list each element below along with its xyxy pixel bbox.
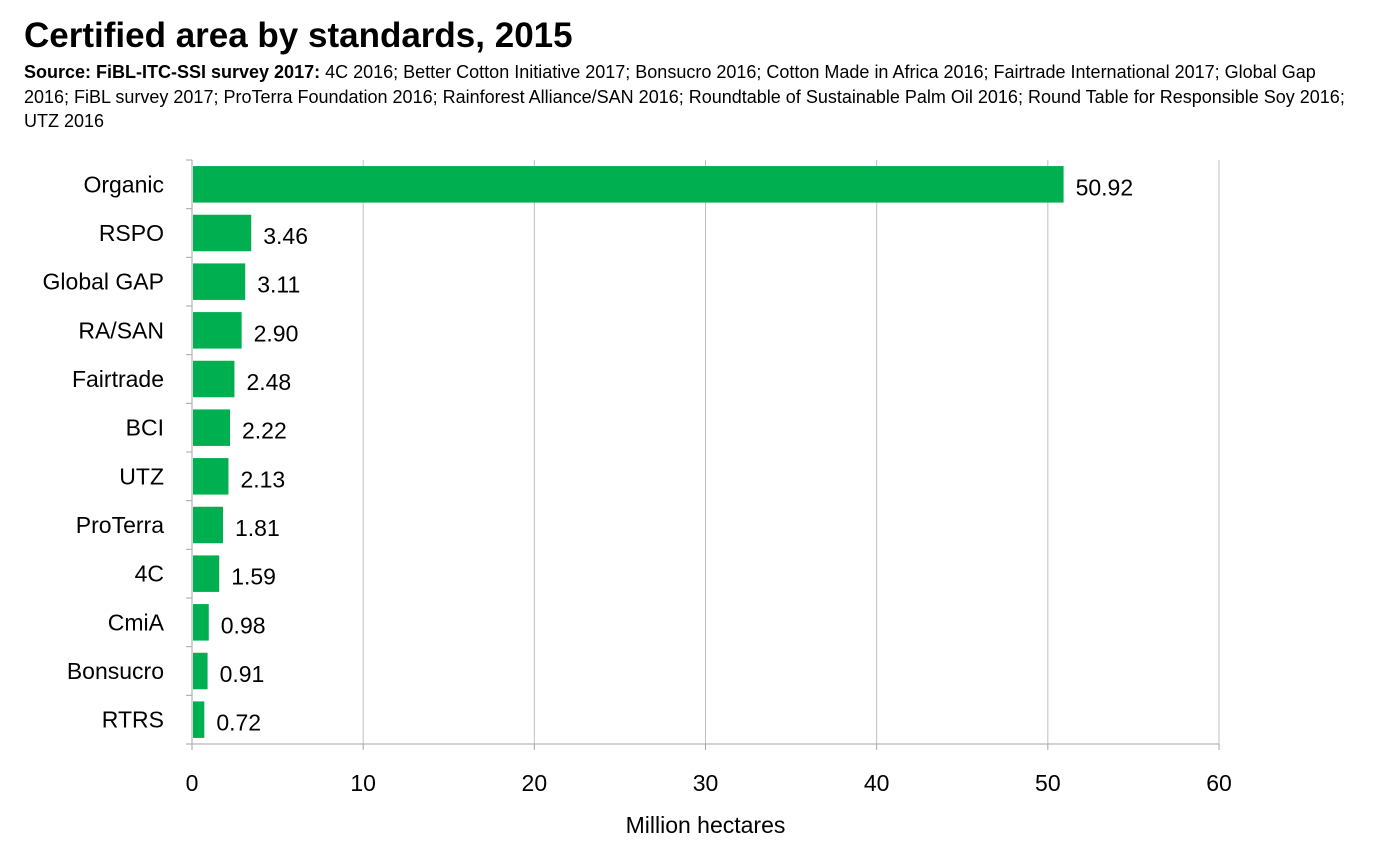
data-label: 0.72: [216, 710, 261, 736]
data-label: 3.46: [263, 223, 308, 249]
category-label: RTRS: [102, 707, 164, 733]
bar: [193, 506, 223, 544]
data-label: 1.81: [235, 515, 280, 541]
x-tick-label: 0: [186, 770, 199, 796]
gridlines: [362, 160, 1220, 744]
labels: 0 10 20 30 40 50 60 Organic 50.92 RSPO 3.46 Global …: [43, 171, 1232, 838]
bar: [193, 166, 1064, 203]
data-label: 2.48: [246, 369, 291, 395]
category-label: UTZ: [119, 463, 164, 489]
source-note: Source: FiBL-ITC-SSI survey 2017: 4C 201…: [24, 60, 1364, 134]
category-label: Organic: [83, 171, 164, 197]
bar: [193, 360, 235, 398]
data-label: 50.92: [1076, 174, 1134, 200]
data-label: 0.91: [220, 661, 265, 687]
x-tick-label: 30: [693, 770, 719, 796]
data-label: 0.98: [221, 612, 266, 638]
bar: [193, 263, 246, 300]
source-label: Source: FiBL-ITC-SSI survey 2017:: [24, 62, 321, 82]
category-label: RA/SAN: [78, 317, 164, 343]
category-label: CmiA: [108, 609, 165, 635]
axes: [186, 159, 1220, 750]
bar: [193, 604, 209, 641]
data-label: 2.22: [242, 418, 287, 444]
category-label: ProTerra: [76, 512, 164, 538]
x-tick-label: 40: [864, 770, 890, 796]
bar: [193, 458, 229, 495]
bar: [193, 701, 205, 738]
category-label: 4C: [135, 561, 164, 587]
data-label: 2.13: [240, 466, 285, 492]
bar: [193, 214, 252, 252]
source-text: 4C 2016; Better Cotton Initiative 2017; …: [24, 62, 1345, 131]
x-axis-title: Million hectares: [626, 812, 786, 838]
category-label: BCI: [126, 415, 164, 441]
x-tick-label: 10: [350, 770, 376, 796]
data-label: 3.11: [257, 272, 300, 298]
bar: [193, 312, 242, 349]
x-tick-label: 50: [1035, 770, 1061, 796]
category-label: Fairtrade: [72, 366, 164, 392]
x-tick-label: 20: [522, 770, 548, 796]
bar: [193, 409, 230, 446]
bars: [193, 166, 1064, 738]
bar: [193, 652, 208, 690]
data-label: 1.59: [231, 564, 276, 590]
category-label: Bonsucro: [67, 658, 164, 684]
category-label: RSPO: [99, 220, 164, 246]
chart-title: Certified area by standards, 2015: [24, 16, 573, 55]
x-tick-label: 60: [1206, 770, 1232, 796]
data-label: 2.90: [254, 320, 299, 346]
category-label: Global GAP: [43, 269, 164, 295]
bar: [193, 555, 220, 592]
